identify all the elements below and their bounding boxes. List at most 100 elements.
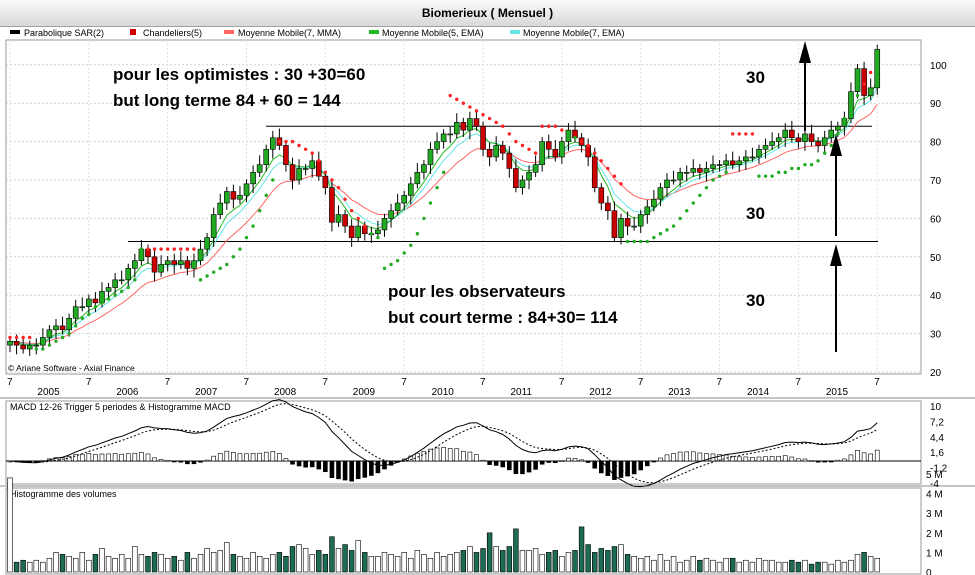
- macd-histogram-bar: [198, 460, 203, 463]
- volume-bar: [815, 561, 821, 573]
- macd-histogram-bar: [461, 450, 466, 462]
- candle-body: [289, 164, 296, 181]
- volume-bar: [684, 559, 690, 573]
- legend-label-ema7: Moyenne Mobile(7, EMA): [523, 28, 625, 38]
- volume-bar: [86, 559, 92, 573]
- sar-dot: [8, 335, 12, 340]
- legend-swatch-sar: [10, 30, 20, 34]
- macd-histogram-bar: [93, 454, 98, 462]
- macd-histogram-bar: [73, 454, 78, 462]
- x-month-label: 7: [717, 377, 723, 388]
- macd-panel-frame: [5, 400, 922, 485]
- legend-label-candles: Chandeliers(5): [143, 28, 202, 38]
- macd-histogram-bar: [631, 460, 637, 475]
- sar-dot: [783, 170, 787, 175]
- macd-histogram-bar: [296, 460, 302, 467]
- price-tick-label: 30: [930, 330, 942, 341]
- candle-body: [13, 340, 20, 346]
- macd-histogram-bar: [139, 451, 144, 462]
- candle-body: [651, 198, 657, 208]
- macd-histogram-bar: [309, 460, 315, 468]
- candle-body: [269, 137, 276, 150]
- volume-bar: [670, 556, 677, 573]
- macd-histogram-bar: [99, 453, 105, 462]
- volume-bar: [362, 552, 368, 573]
- candle-body: [605, 202, 611, 212]
- macd-histogram-bar: [145, 453, 151, 462]
- candle-body: [296, 168, 302, 181]
- candle-body: [716, 164, 723, 166]
- volume-bar: [736, 561, 742, 573]
- macd-title: MACD 12-26 Trigger 5 periodes & Histogra…: [10, 402, 231, 412]
- legend: Parabolique SAR(2) Chandeliers(5) Moyenn…: [10, 28, 625, 38]
- volume-bar: [631, 556, 637, 573]
- volume-bar: [789, 559, 795, 573]
- macd-histogram-bar: [408, 455, 414, 462]
- volume-bar: [775, 561, 782, 573]
- sar-dot: [113, 293, 117, 297]
- volume-bar: [342, 544, 348, 573]
- volume-bar: [546, 552, 552, 573]
- candle-body: [210, 214, 217, 238]
- macd-histogram-bar: [185, 460, 190, 465]
- macd-histogram-bar: [257, 452, 262, 462]
- candle-body: [723, 160, 729, 165]
- candle-body: [729, 160, 736, 165]
- macd-histogram-bar: [454, 448, 460, 462]
- volume-bar: [421, 554, 427, 573]
- volume-bar: [151, 552, 158, 573]
- sar-dot: [119, 289, 124, 294]
- candle-body: [53, 325, 59, 331]
- macd-histogram-bar: [776, 455, 781, 462]
- candle-body: [795, 137, 802, 142]
- candle-body: [184, 260, 191, 269]
- candle-body: [434, 141, 440, 150]
- candle-body: [178, 260, 184, 265]
- candle-body: [394, 202, 401, 212]
- candle-body: [348, 225, 355, 238]
- candle-body: [736, 160, 743, 165]
- candle-body: [99, 291, 105, 304]
- sar-dot: [225, 262, 229, 267]
- sar-dot: [822, 151, 827, 155]
- sar-dot: [67, 331, 71, 336]
- macd-tick-label: 10: [930, 402, 942, 413]
- sar-dot: [369, 232, 374, 236]
- candle-body: [624, 218, 631, 227]
- volume-bar: [874, 557, 880, 573]
- candle-body: [769, 141, 775, 146]
- sar-dot: [855, 93, 860, 98]
- macd-histogram-bar: [231, 452, 236, 462]
- volume-bar: [618, 544, 624, 573]
- volume-bar: [565, 552, 572, 573]
- candle-body: [329, 187, 335, 223]
- candle-body: [513, 168, 519, 188]
- sar-dot: [336, 185, 341, 190]
- macd-histogram-bar: [467, 451, 473, 462]
- volume-bar: [7, 477, 13, 573]
- legend-label-sar: Parabolique SAR(2): [24, 28, 104, 38]
- x-year-label: 2006: [116, 387, 139, 398]
- macd-histogram-bar: [217, 452, 223, 462]
- volume-bar: [224, 542, 230, 573]
- macd-histogram-bar: [237, 453, 243, 462]
- candle-body: [677, 172, 683, 181]
- macd-histogram-bar: [53, 457, 59, 462]
- macd-histogram-bar: [756, 456, 762, 462]
- candle-body: [789, 129, 795, 139]
- sar-dot: [487, 116, 492, 121]
- sar-dot: [763, 174, 768, 178]
- sar-dot: [757, 174, 761, 178]
- volume-title: Histogramme des volumes: [10, 489, 117, 499]
- volume-bar: [322, 554, 329, 573]
- volume-bar: [598, 548, 605, 573]
- macd-histogram-bar: [809, 460, 814, 462]
- candle-body: [828, 129, 835, 139]
- candle-body: [552, 148, 559, 158]
- macd-histogram-bar: [447, 448, 453, 462]
- sar-dot: [678, 216, 682, 221]
- sar-dot: [658, 232, 663, 236]
- volume-bar: [572, 550, 578, 573]
- macd-histogram-bar: [750, 457, 755, 462]
- volume-bar: [841, 561, 848, 573]
